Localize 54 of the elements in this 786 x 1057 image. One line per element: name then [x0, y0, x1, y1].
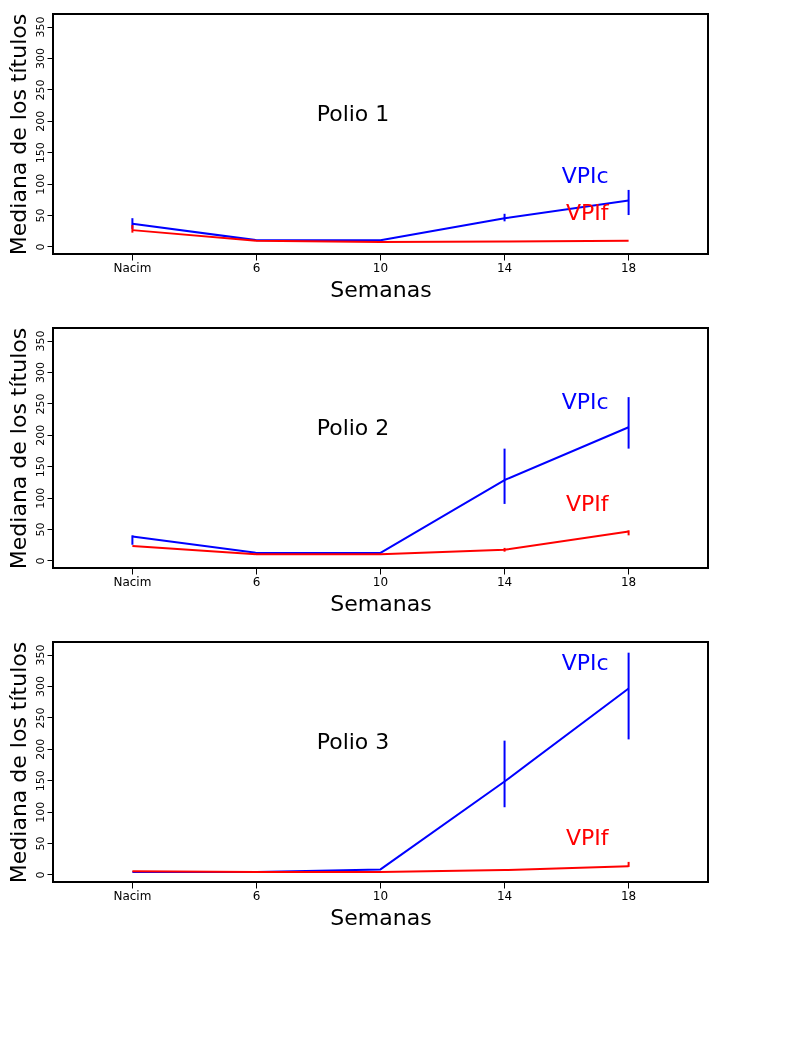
annotation: Polio 3 — [316, 729, 390, 754]
y-tick-label: 50 — [33, 522, 47, 537]
y-tick-label: 0 — [33, 871, 47, 879]
series-label: VPIc — [561, 650, 609, 676]
x-tick-label: 10 — [372, 574, 389, 589]
y-tick-label: 250 — [33, 79, 47, 101]
x-tick-label: Nacim — [113, 574, 152, 589]
y-tick-label: 300 — [33, 361, 47, 383]
series-label: VPIc — [561, 389, 609, 415]
y-tick-label: 200 — [33, 424, 47, 446]
y-tick-label: 250 — [33, 707, 47, 729]
y-tick-label: 300 — [33, 675, 47, 697]
x-tick-label: 14 — [496, 574, 513, 589]
y-tick-label: 200 — [33, 738, 47, 760]
series-label: VPIc — [561, 162, 609, 188]
y-tick-label: 350 — [33, 330, 47, 352]
y-tick-label: 100 — [33, 173, 47, 195]
y-axis-title: Mediana de los títulos — [5, 327, 31, 570]
x-axis-title: Semanas — [330, 276, 432, 302]
y-tick-label: 300 — [33, 47, 47, 69]
x-tick-label: 10 — [372, 888, 389, 903]
x-tick-label: 6 — [252, 260, 261, 275]
x-tick-label: 10 — [372, 260, 389, 275]
y-tick-label: 0 — [33, 557, 47, 565]
y-tick-label: 350 — [33, 16, 47, 38]
series-label: VPIf — [566, 490, 610, 516]
x-tick-label: 14 — [496, 888, 513, 903]
x-tick-label: 6 — [252, 574, 261, 589]
y-axis-title: Mediana de los títulos — [5, 13, 31, 256]
x-tick-label: 18 — [620, 260, 637, 275]
x-tick-label: 6 — [252, 888, 261, 903]
x-tick-label: Nacim — [113, 260, 152, 275]
x-axis-title: Semanas — [330, 904, 432, 930]
y-tick-label: 100 — [33, 487, 47, 509]
y-tick-label: 0 — [33, 243, 47, 251]
annotation: Polio 1 — [316, 101, 390, 126]
y-tick-label: 50 — [33, 208, 47, 223]
y-tick-label: 350 — [33, 644, 47, 666]
y-tick-label: 200 — [33, 110, 47, 132]
x-tick-label: Nacim — [113, 888, 152, 903]
y-tick-label: 250 — [33, 393, 47, 415]
y-axis-title: Mediana de los títulos — [5, 641, 31, 884]
y-tick-label: 150 — [33, 770, 47, 792]
x-tick-label: 18 — [620, 574, 637, 589]
y-tick-label: 50 — [33, 836, 47, 851]
x-tick-label: 14 — [496, 260, 513, 275]
x-axis-title: Semanas — [330, 590, 432, 616]
y-tick-label: 100 — [33, 801, 47, 823]
series-label: VPIf — [566, 825, 610, 851]
x-tick-label: 18 — [620, 888, 637, 903]
series-label: VPIf — [566, 199, 610, 225]
y-tick-label: 150 — [33, 456, 47, 478]
y-tick-label: 150 — [33, 142, 47, 164]
annotation: Polio 2 — [316, 415, 390, 440]
